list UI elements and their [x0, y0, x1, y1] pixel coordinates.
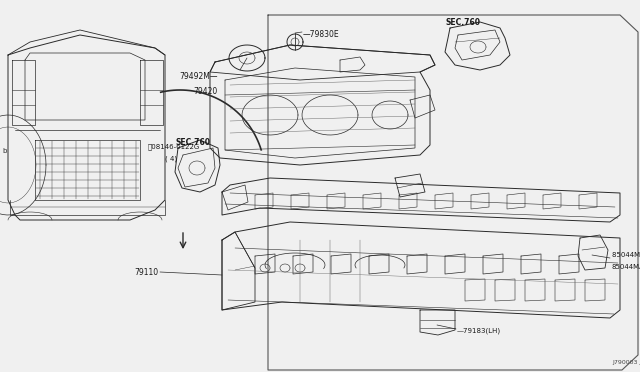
Text: 79492M—: 79492M—	[179, 72, 218, 81]
Text: 85044M (RH): 85044M (RH)	[612, 252, 640, 259]
Text: SEC.760: SEC.760	[175, 138, 210, 147]
Text: 79420: 79420	[194, 87, 218, 96]
Text: J790003 J: J790003 J	[612, 360, 640, 365]
Text: SEC.760: SEC.760	[445, 18, 480, 27]
Text: ⒲08146-6122G: ⒲08146-6122G	[148, 143, 200, 150]
Text: 85044MA(LH): 85044MA(LH)	[612, 264, 640, 270]
Text: b: b	[2, 148, 6, 154]
Text: ( 4): ( 4)	[165, 156, 177, 163]
Text: —79830E: —79830E	[303, 30, 340, 39]
Text: 79110: 79110	[134, 268, 158, 277]
Text: —79183(LH): —79183(LH)	[457, 328, 501, 334]
